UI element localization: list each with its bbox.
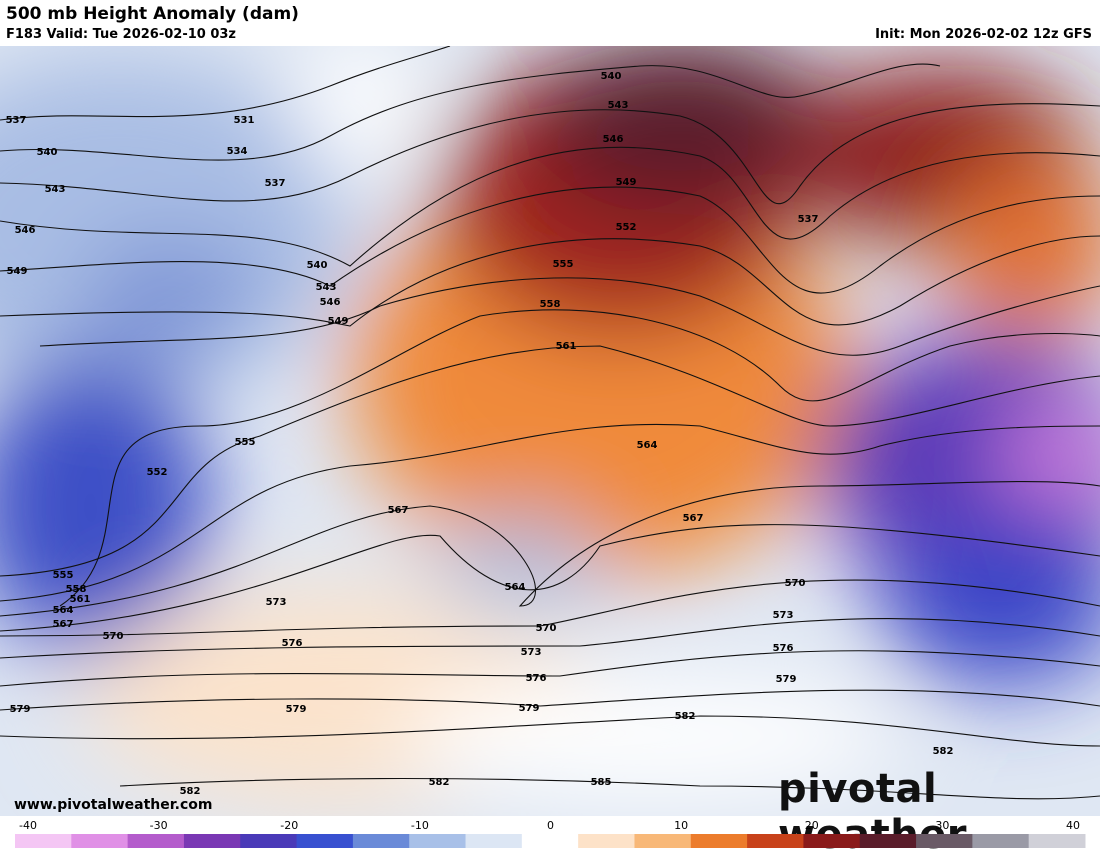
contour-label: 546 bbox=[320, 297, 341, 308]
contour-label: 576 bbox=[282, 638, 303, 649]
contour-labels: 537 540 543 546 549 531 534 537 540 543 546 549 555 5… bbox=[6, 71, 954, 797]
contour-label: 579 bbox=[10, 704, 31, 715]
contour-label: 582 bbox=[675, 711, 696, 722]
colorbar-tick: -40 bbox=[19, 819, 37, 832]
anomaly-field bbox=[0, 46, 1100, 816]
contour-label: 555 bbox=[235, 437, 256, 448]
contour-label: 543 bbox=[608, 100, 629, 111]
contour-label: 579 bbox=[776, 674, 797, 685]
contour-label: 567 bbox=[388, 505, 409, 516]
contour-label: 579 bbox=[519, 703, 540, 714]
contour-label: 534 bbox=[227, 146, 248, 157]
colorbar-segment bbox=[465, 834, 523, 848]
colorbar-segment bbox=[859, 834, 917, 848]
colorbar-segment bbox=[916, 834, 973, 848]
colorbar-segment bbox=[296, 834, 354, 848]
colorbar-segment bbox=[1028, 834, 1086, 848]
contour-label: 552 bbox=[147, 467, 168, 478]
contour-label: 546 bbox=[15, 225, 36, 236]
colorbar-tick: 30 bbox=[935, 819, 949, 832]
contour-label: 540 bbox=[37, 147, 58, 158]
contour-label: 561 bbox=[70, 594, 91, 605]
website: www.pivotalweather.com bbox=[14, 797, 213, 813]
contour-label: 549 bbox=[328, 316, 349, 327]
contour-label: 561 bbox=[556, 341, 577, 352]
contour-label: 576 bbox=[526, 673, 547, 684]
colorbar-segment bbox=[127, 834, 185, 848]
colorbar-tick: 10 bbox=[674, 819, 688, 832]
colorbar-tick: -20 bbox=[280, 819, 298, 832]
valid-time: F183 Valid: Tue 2026-02-10 03z bbox=[6, 27, 236, 42]
colorbar-tick: 0 bbox=[547, 819, 554, 832]
colorbar-segment bbox=[15, 834, 72, 848]
colorbar-tick: -10 bbox=[411, 819, 429, 832]
contour-label: 582 bbox=[180, 786, 201, 797]
contour-label: 558 bbox=[540, 299, 561, 310]
colorbar-segment bbox=[409, 834, 467, 848]
title: 500 mb Height Anomaly (dam) bbox=[6, 4, 299, 24]
contour-label: 537 bbox=[265, 178, 286, 189]
contour-label: 573 bbox=[521, 647, 542, 658]
colorbar-tick: -30 bbox=[150, 819, 168, 832]
contour-label: 573 bbox=[266, 597, 287, 608]
contour-label: 585 bbox=[591, 777, 612, 788]
colorbar-segment bbox=[240, 834, 298, 848]
contour-label: 537 bbox=[798, 214, 819, 225]
contour-label: 564 bbox=[505, 582, 526, 593]
contour-label: 564 bbox=[637, 440, 658, 451]
contour-label: 555 bbox=[553, 259, 574, 270]
colorbar-segment bbox=[690, 834, 748, 848]
contour-label: 552 bbox=[616, 222, 637, 233]
contour-label: 531 bbox=[234, 115, 255, 126]
contour-label: 537 bbox=[6, 115, 27, 126]
contour-label: 567 bbox=[683, 513, 704, 524]
contour-label: 582 bbox=[429, 777, 450, 788]
contour-label: 576 bbox=[773, 643, 794, 654]
colorbar: -40 -30 -20 -10 0 10 20 30 40 bbox=[15, 819, 1086, 848]
contour-label: 543 bbox=[45, 184, 66, 195]
colorbar-segment bbox=[183, 834, 241, 848]
map: 537 540 543 546 549 531 534 537 540 543 546 549 555 5… bbox=[0, 46, 1100, 816]
contour-label: 540 bbox=[307, 260, 328, 271]
contour-label: 549 bbox=[616, 177, 637, 188]
contour-label: 570 bbox=[103, 631, 124, 642]
init-time: Init: Mon 2026-02-02 12z GFS bbox=[875, 27, 1092, 42]
contour-label: 543 bbox=[316, 282, 337, 293]
contours bbox=[0, 46, 1100, 800]
contour-label: 567 bbox=[53, 619, 74, 630]
contour-label: 582 bbox=[933, 746, 954, 757]
colorbar-segment bbox=[578, 834, 635, 848]
contour-label: 555 bbox=[53, 570, 74, 581]
contour-label: 570 bbox=[536, 623, 557, 634]
colorbar-segment bbox=[352, 834, 410, 848]
contour-label: 570 bbox=[785, 578, 806, 589]
colorbar-tick: 40 bbox=[1066, 819, 1080, 832]
contour-label: 546 bbox=[603, 134, 624, 145]
contour-label: 558 bbox=[66, 584, 87, 595]
colorbar-segment bbox=[521, 834, 579, 848]
contour-label: 549 bbox=[7, 266, 28, 277]
contour-label: 573 bbox=[773, 610, 794, 621]
colorbar-tick: 20 bbox=[805, 819, 819, 832]
colorbar-segment bbox=[803, 834, 861, 848]
colorbar-segment bbox=[747, 834, 804, 848]
colorbar-segment bbox=[71, 834, 129, 848]
colorbar-segment bbox=[972, 834, 1030, 848]
colorbar-segment bbox=[634, 834, 692, 848]
contour-label: 579 bbox=[286, 704, 307, 715]
contour-label: 540 bbox=[601, 71, 622, 82]
contour-label: 564 bbox=[53, 605, 74, 616]
